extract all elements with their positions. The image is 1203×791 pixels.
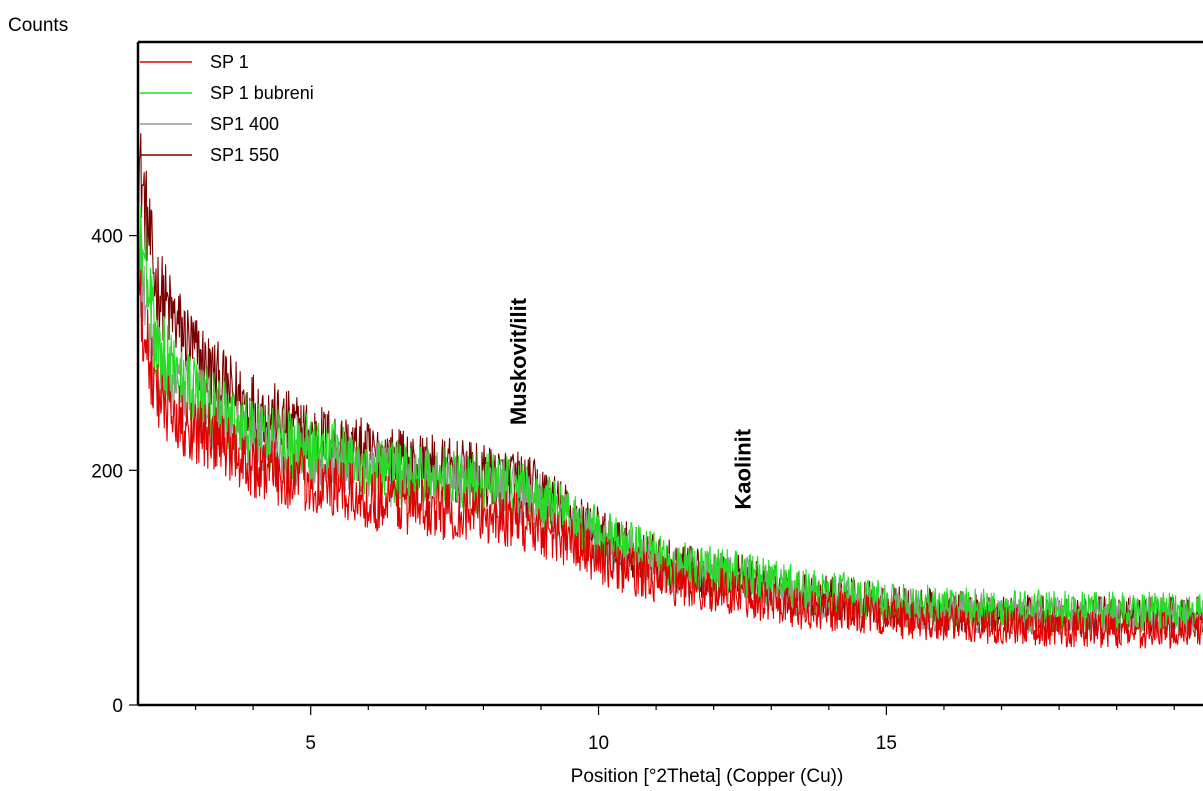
x-tick-label: 5	[305, 733, 316, 754]
legend: SP 1 SP 1 bubreni SP1 400 SP1 550	[140, 52, 314, 165]
y-tick-label: 400	[91, 227, 123, 248]
annotation-label-1: Muskovit/ilit	[506, 297, 531, 425]
series-line-2	[137, 205, 1203, 633]
x-tick-label: 15	[876, 733, 897, 754]
y-axis-title: Counts	[8, 15, 68, 36]
x-axis-title: Position [°2Theta] (Copper (Cu))	[571, 766, 844, 787]
annotation-layer: Muskovit/ilit Kaolinit	[506, 297, 756, 509]
legend-label-1: SP 1	[210, 52, 249, 72]
legend-label-4: SP1 550	[210, 145, 279, 165]
axes-layer: 5 10 15 0 200 400	[91, 40, 1203, 754]
y-tick-label: 0	[112, 696, 123, 717]
legend-label-3: SP1 400	[210, 114, 279, 134]
annotation-label-2: Kaolinit	[730, 428, 755, 509]
legend-label-2: SP 1 bubreni	[210, 83, 314, 103]
series-line-1	[137, 269, 1203, 649]
series-layer	[137, 133, 1203, 649]
y-tick-label: 200	[91, 461, 123, 482]
x-tick-label: 10	[588, 733, 609, 754]
